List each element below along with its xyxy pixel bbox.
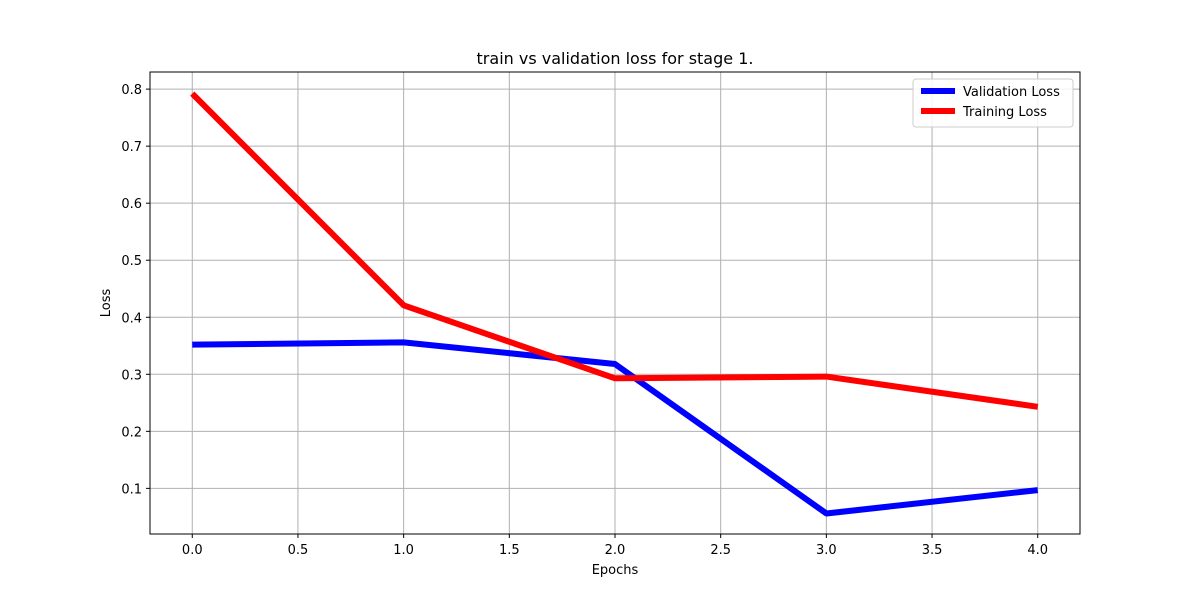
x-tick-label: 4.0: [1027, 543, 1048, 558]
series-lines: [190, 91, 1039, 517]
y-tick-label: 0.6: [121, 197, 142, 212]
x-axis-ticks: 0.0 0.5 1.0 1.5 2.0 2.5 3.0 3.5 4.0: [182, 534, 1048, 558]
y-tick-label: 0.5: [121, 254, 142, 269]
legend-label-validation-loss: Validation Loss: [963, 85, 1060, 100]
x-tick-label: 2.0: [605, 543, 626, 558]
x-tick-label: 3.0: [816, 543, 837, 558]
y-tick-label: 0.2: [121, 425, 142, 440]
y-tick-label: 0.4: [121, 311, 142, 326]
legend: Validation Loss Training Loss: [912, 78, 1074, 128]
y-axis-ticks: 0.1 0.2 0.3 0.4 0.5 0.6 0.7 0.8: [121, 83, 150, 497]
series-line-validation-loss: [192, 339, 1039, 517]
x-tick-label: 3.5: [922, 543, 943, 558]
y-tick-label: 0.7: [121, 140, 142, 155]
x-axis-label: Epochs: [592, 563, 639, 578]
chart-title: train vs validation loss for stage 1.: [477, 49, 754, 68]
y-tick-label: 0.1: [121, 482, 142, 497]
x-tick-label: 1.0: [393, 543, 414, 558]
grid: [150, 72, 1080, 534]
legend-label-training-loss: Training Loss: [962, 105, 1047, 120]
y-tick-label: 0.3: [121, 368, 142, 383]
y-tick-label: 0.8: [121, 83, 142, 98]
x-tick-label: 0.0: [182, 543, 203, 558]
x-tick-label: 0.5: [288, 543, 309, 558]
series-line-training-loss: [190, 91, 1039, 410]
y-axis-label: Loss: [99, 289, 114, 318]
x-tick-label: 1.5: [499, 543, 520, 558]
x-tick-label: 2.5: [710, 543, 731, 558]
